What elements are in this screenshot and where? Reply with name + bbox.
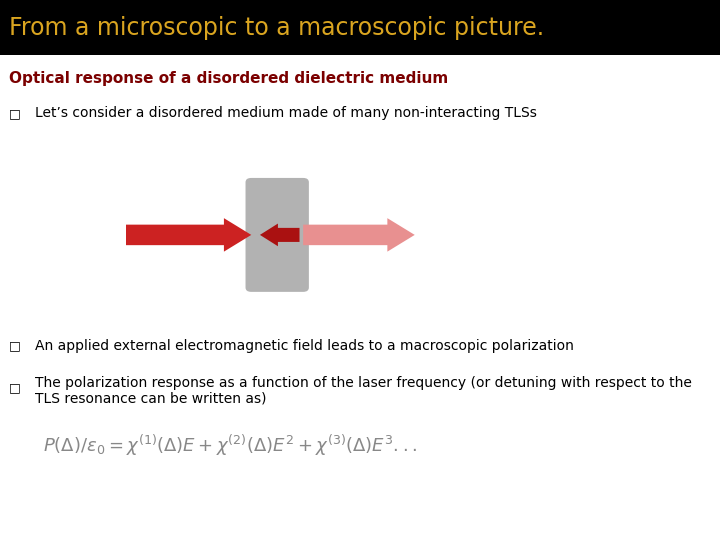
FancyBboxPatch shape bbox=[0, 0, 720, 55]
Text: The polarization response as a function of the laser frequency (or detuning with: The polarization response as a function … bbox=[35, 376, 691, 390]
Text: From a microscopic to a macroscopic picture.: From a microscopic to a macroscopic pict… bbox=[9, 16, 544, 39]
Text: An applied external electromagnetic field leads to a macroscopic polarization: An applied external electromagnetic fiel… bbox=[35, 339, 573, 353]
Text: Optical response of a disordered dielectric medium: Optical response of a disordered dielect… bbox=[9, 71, 449, 86]
FancyBboxPatch shape bbox=[246, 178, 309, 292]
FancyArrow shape bbox=[303, 218, 415, 252]
Text: Let’s consider a disordered medium made of many non-interacting TLSs: Let’s consider a disordered medium made … bbox=[35, 106, 536, 120]
Text: □: □ bbox=[9, 381, 21, 394]
FancyArrow shape bbox=[126, 218, 251, 252]
Text: □: □ bbox=[9, 339, 21, 352]
Text: TLS resonance can be written as): TLS resonance can be written as) bbox=[35, 392, 266, 406]
Text: □: □ bbox=[9, 107, 21, 120]
Text: $P(\Delta)/\varepsilon_0 = \chi^{(1)}(\Delta)E + \chi^{(2)}(\Delta)E^2 + \chi^{(: $P(\Delta)/\varepsilon_0 = \chi^{(1)}(\D… bbox=[43, 433, 418, 458]
FancyArrow shape bbox=[260, 224, 300, 246]
